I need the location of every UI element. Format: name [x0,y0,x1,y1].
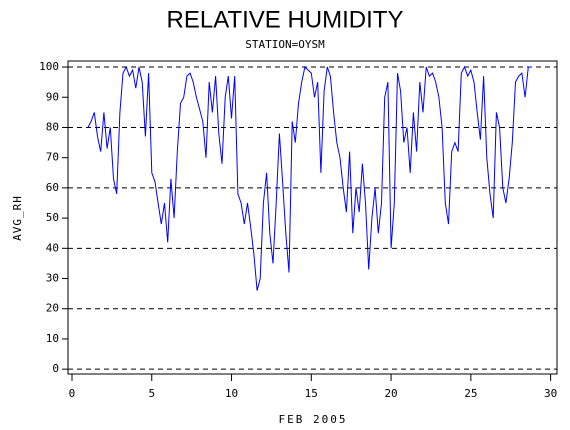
y-tick-label: 60 [46,181,59,194]
y-tick-label: 100 [39,60,59,73]
y-tick-label: 40 [46,241,59,254]
y-tick-label: 50 [46,211,59,224]
y-tick-label: 80 [46,120,59,133]
x-tick-label: 20 [384,387,397,400]
y-axis-label: AVG_RH [11,195,24,241]
y-tick-label: 30 [46,272,59,285]
y-tick-label: 20 [46,302,59,315]
x-tick-label: 5 [148,387,155,400]
x-tick-label: 30 [544,387,557,400]
y-tick-label: 90 [46,90,59,103]
data-line [87,65,532,291]
y-tick-label: 10 [46,332,59,345]
x-tick-label: 0 [69,387,76,400]
y-tick-label: 0 [52,362,59,375]
x-tick-label: 25 [464,387,477,400]
x-tick-label: 10 [225,387,238,400]
x-axis-label: FEB 2005 [279,413,348,426]
plot-frame [67,60,558,375]
chart-subtitle: STATION=OYSM [245,38,325,51]
x-tick-label: 15 [305,387,318,400]
chart-title: RELATIVE HUMIDITY [167,6,404,33]
y-tick-label: 70 [46,151,59,164]
